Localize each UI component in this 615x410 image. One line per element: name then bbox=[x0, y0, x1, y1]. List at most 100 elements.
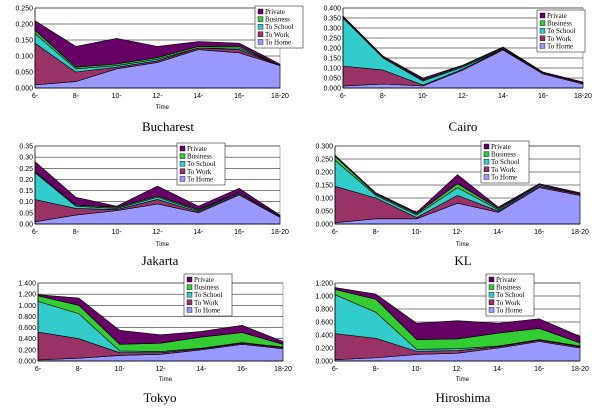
legend-label-to-home: To Home bbox=[265, 38, 291, 46]
x-tick-label: 10- bbox=[412, 366, 423, 373]
legend-label-private: Private bbox=[265, 8, 285, 16]
x-tick-label: 12- bbox=[155, 366, 166, 373]
x-tick-label: 18-20 bbox=[274, 366, 292, 373]
legend-label-to-work: To Work bbox=[491, 166, 516, 174]
legend-swatch-to-home bbox=[179, 176, 186, 182]
y-tick-label: 0.800 bbox=[18, 314, 36, 321]
x-tick-label: 16- bbox=[534, 229, 545, 236]
chart-jakarta: 0.00 0.05 0.10 0.15 0.20 0.25 0.30 0.35 6- 8- 10- 1… bbox=[19, 142, 289, 268]
y-tick-label: 0.250 bbox=[15, 6, 33, 13]
area-private bbox=[342, 15, 584, 84]
legend-label-to-work: To Work bbox=[496, 299, 521, 307]
x-tick-label: 18-20 bbox=[271, 229, 289, 236]
legend-label-to-school: To School bbox=[491, 158, 520, 166]
y-tick-label: 0.150 bbox=[15, 38, 33, 45]
legend-swatch-to-work bbox=[488, 299, 495, 305]
chart-title: Hiroshima bbox=[436, 390, 491, 405]
y-tick-label: 0.30 bbox=[19, 155, 33, 162]
x-tick-label: 10- bbox=[418, 93, 429, 100]
x-tick-label: 8- bbox=[76, 366, 83, 373]
legend-swatch-business bbox=[257, 16, 264, 22]
chart-title: Tokyo bbox=[143, 390, 176, 405]
chart-title: Cairo bbox=[449, 119, 478, 134]
x-axis-label: Time bbox=[159, 377, 173, 383]
area-private bbox=[334, 287, 581, 344]
legend-label-business: Business bbox=[491, 151, 516, 159]
legend-swatch-business bbox=[488, 284, 495, 290]
chart-cairo: 0.000 0.050 0.100 0.150 0.200 0.250 0.300 0.350… bbox=[323, 6, 592, 135]
legend-swatch-to-home bbox=[488, 307, 495, 313]
y-tick-label: 0.050 bbox=[315, 209, 333, 216]
chart-bucharest: 0.000 0.050 0.100 0.150 0.200 0.250 6- 8- 10- 12-… bbox=[15, 6, 304, 134]
x-tick-label: 18-20 bbox=[271, 93, 289, 100]
legend-label-to-work: To Work bbox=[187, 168, 212, 176]
y-tick-label: 0.150 bbox=[315, 183, 333, 190]
legend-label-business: Business bbox=[194, 284, 219, 292]
x-tick-label: 8- bbox=[373, 229, 380, 236]
x-tick-label: 8- bbox=[373, 366, 380, 373]
y-tick-label: 0.350 bbox=[323, 16, 341, 23]
y-tick-label: 0.050 bbox=[323, 76, 341, 83]
x-tick-label: 14- bbox=[493, 229, 504, 236]
y-tick-label: 0.100 bbox=[315, 196, 333, 203]
legend-label-business: Business bbox=[547, 20, 572, 28]
y-tick-label: 1.000 bbox=[315, 294, 333, 301]
y-tick-label: 0.200 bbox=[323, 46, 341, 53]
legend-swatch-to-work bbox=[186, 299, 193, 305]
y-tick-label: 0.15 bbox=[19, 188, 33, 195]
x-tick-label: 18-20 bbox=[571, 366, 589, 373]
legend-label-business: Business bbox=[496, 284, 521, 292]
y-tick-label: 0.050 bbox=[15, 70, 33, 77]
y-tick-label: 0.100 bbox=[15, 54, 33, 61]
legend-swatch-private bbox=[179, 145, 186, 152]
legend-label-to-school: To School bbox=[547, 27, 576, 35]
x-tick-label: 6- bbox=[332, 366, 339, 373]
y-tick-label: 0.150 bbox=[323, 56, 341, 63]
chart-kl: 0.000 0.050 0.100 0.150 0.200 0.250 0.300 6- 8- 1… bbox=[315, 140, 589, 268]
legend-swatch-to-home bbox=[186, 307, 193, 313]
y-tick-label: 0.800 bbox=[315, 307, 333, 314]
y-tick-label: 0.05 bbox=[19, 210, 33, 217]
x-axis-label: Time bbox=[156, 105, 170, 111]
y-tick-label: 0.250 bbox=[323, 36, 341, 43]
y-tick-label: 0.10 bbox=[19, 199, 33, 206]
y-tick-label: 0.200 bbox=[15, 22, 33, 29]
y-tick-label: 0.300 bbox=[323, 26, 341, 33]
legend-swatch-private bbox=[488, 276, 495, 283]
y-tick-label: 0.400 bbox=[18, 336, 36, 343]
legend-label-to-school: To School bbox=[187, 160, 216, 168]
y-tick-label: 1.200 bbox=[315, 281, 333, 288]
y-tick-label: 0.300 bbox=[315, 144, 333, 151]
legend-swatch-to-school bbox=[257, 24, 264, 30]
y-tick-label: 0.35 bbox=[19, 144, 33, 151]
x-tick-label: 10- bbox=[412, 229, 423, 236]
legend-swatch-business bbox=[179, 153, 186, 159]
y-tick-label: 0.400 bbox=[323, 6, 341, 13]
chart-tokyo: 0.000 0.200 0.400 0.600 0.800 1.000 1.200 1.400… bbox=[18, 273, 292, 405]
y-tick-label: 1.400 bbox=[18, 281, 36, 288]
legend-swatch-private bbox=[186, 276, 193, 283]
x-tick-label: 18-20 bbox=[574, 93, 592, 100]
x-tick-label: 14- bbox=[193, 93, 204, 100]
area-private bbox=[34, 20, 281, 68]
x-tick-label: 6- bbox=[332, 229, 339, 236]
area-private bbox=[34, 160, 281, 217]
x-tick-label: 12- bbox=[452, 229, 463, 236]
x-tick-label: 16- bbox=[237, 366, 248, 373]
legend-label-to-work: To Work bbox=[547, 35, 572, 43]
y-tick-label: 0.000 bbox=[15, 86, 33, 93]
x-tick-label: 6- bbox=[340, 93, 347, 100]
chart-hiroshima: 0.000 0.200 0.400 0.600 0.800 1.000 1.200 6- 8- 1… bbox=[315, 273, 589, 405]
x-tick-label: 6- bbox=[32, 93, 39, 100]
x-axis-label: Time bbox=[156, 242, 170, 248]
legend-swatch-to-school bbox=[483, 158, 490, 165]
y-tick-label: 0.000 bbox=[315, 359, 333, 366]
x-tick-label: 14- bbox=[193, 229, 204, 236]
y-tick-label: 0.00 bbox=[19, 222, 33, 229]
legend-swatch-to-work bbox=[483, 166, 490, 173]
x-tick-label: 10- bbox=[112, 93, 123, 100]
